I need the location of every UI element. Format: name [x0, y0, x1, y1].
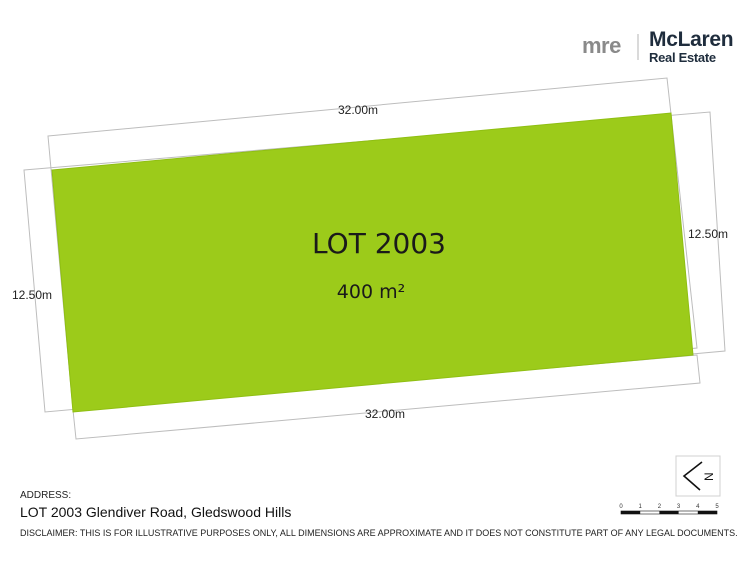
scale-bar-label: 4: [696, 504, 700, 510]
scale-bar-segment: [659, 511, 679, 514]
address-label: ADDRESS:: [20, 490, 72, 501]
scale-bar-label: 3: [677, 504, 681, 510]
disclaimer-text: DISCLAIMER: THIS IS FOR ILLUSTRATIVE PUR…: [20, 528, 738, 538]
scale-bar: 0 1 2 3 4 5: [619, 504, 719, 515]
lot-polygon: [51, 112, 694, 413]
lot-title: LOT 2003: [312, 227, 446, 260]
dimension-bottom: 32.00m: [365, 407, 405, 421]
address-value: LOT 2003 Glendiver Road, Gledswood Hills: [20, 504, 292, 520]
address-block: ADDRESS: LOT 2003 Glendiver Road, Gledsw…: [20, 490, 620, 521]
logo-brand-sub: Real Estate: [649, 50, 716, 65]
logo-mre-text: mre: [582, 33, 621, 58]
scale-bar-label: 5: [715, 504, 719, 510]
logo-brand-name: McLaren: [649, 28, 733, 51]
north-arrow-letter: N: [702, 472, 716, 481]
scale-bar-segment: [621, 511, 641, 514]
dimension-left: 12.50m: [12, 288, 52, 302]
scale-bar-label: 2: [658, 504, 662, 510]
scale-bar-label: 0: [619, 504, 623, 510]
dimension-top: 32.00m: [338, 103, 378, 117]
logo: mre McLaren Real Estate: [582, 28, 734, 65]
dimension-right: 12.50m: [688, 227, 728, 241]
north-arrow: N: [675, 455, 721, 497]
lot-area: 400 m²: [337, 281, 405, 303]
scale-bar-segment: [697, 511, 717, 514]
scale-bar-label: 1: [639, 504, 643, 510]
north-arrow-icon: [682, 461, 703, 491]
